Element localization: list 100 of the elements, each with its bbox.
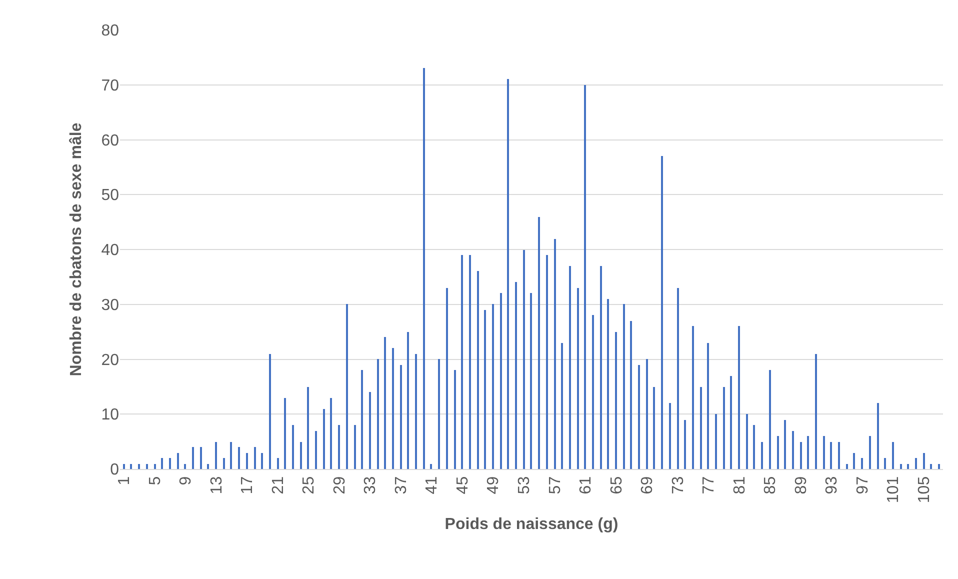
bar [469, 255, 471, 469]
bar [130, 464, 132, 469]
y-tick-label: 60 [101, 132, 120, 150]
bar [169, 458, 171, 469]
bar [800, 442, 802, 469]
bar [892, 442, 894, 469]
bar [300, 442, 302, 469]
bar [653, 387, 655, 469]
bar [507, 79, 509, 469]
bar [446, 288, 448, 469]
bar [307, 387, 309, 469]
bar [777, 436, 779, 469]
x-tick-label: 29 [331, 476, 348, 494]
bar [723, 387, 725, 469]
bar [630, 321, 632, 469]
x-tick-label: 25 [300, 476, 318, 494]
x-tick-label: 85 [762, 476, 780, 494]
bar [938, 464, 940, 469]
bar [384, 337, 386, 469]
bar [807, 436, 809, 469]
bar [254, 447, 256, 469]
bar [823, 436, 825, 469]
bar [900, 464, 902, 469]
bar [846, 464, 848, 469]
bar [692, 326, 694, 469]
bar [392, 348, 394, 469]
bar [815, 354, 817, 469]
bar [207, 464, 209, 469]
x-tick-label: 61 [578, 476, 595, 494]
x-tick-label: 1 [116, 476, 134, 486]
bar [284, 398, 286, 469]
bar [523, 250, 525, 469]
bar [154, 464, 156, 469]
bar [646, 359, 648, 469]
bar [423, 68, 425, 469]
bar [515, 282, 517, 469]
bar [600, 266, 602, 469]
bar [407, 332, 409, 469]
bar [530, 293, 532, 469]
bar [930, 464, 932, 469]
bar [500, 293, 502, 469]
bar [838, 442, 840, 469]
y-tick-label: 10 [101, 406, 120, 424]
bar [769, 370, 771, 469]
bar [677, 288, 679, 469]
bar [454, 370, 456, 469]
x-tick-label: 13 [208, 476, 226, 494]
x-tick-label: 21 [270, 476, 287, 494]
bar [546, 255, 548, 469]
bar [400, 365, 402, 469]
bar [338, 425, 340, 469]
bar [261, 453, 263, 469]
bar [784, 420, 786, 469]
bar [223, 458, 225, 469]
bar [177, 453, 179, 469]
y-tick-label: 40 [101, 242, 120, 260]
y-tick-label: 30 [101, 296, 120, 314]
bar [200, 447, 202, 469]
bar [246, 453, 248, 469]
x-tick-label: 41 [424, 476, 441, 494]
x-tick-label: 89 [792, 476, 810, 494]
bar [738, 326, 740, 469]
bar [292, 425, 294, 469]
x-axis-title: Poids de naissance (g) [444, 516, 618, 533]
bar [554, 239, 556, 469]
bar [323, 409, 325, 469]
y-tick-label: 20 [101, 352, 120, 369]
x-tick-label: 53 [516, 476, 534, 494]
bar [230, 442, 232, 469]
y-tick-label: 50 [101, 187, 120, 204]
bar [715, 414, 717, 469]
bar [584, 85, 586, 469]
bar [369, 392, 371, 469]
bar [138, 464, 140, 469]
bar [730, 376, 732, 469]
bar [830, 442, 832, 469]
x-tick-label: 65 [608, 476, 626, 494]
x-tick-label: 57 [546, 476, 564, 494]
bar [684, 420, 686, 469]
bar [915, 458, 917, 469]
bar [277, 458, 279, 469]
x-tick-label: 33 [362, 476, 380, 494]
bar [430, 464, 432, 469]
bar [577, 288, 579, 469]
x-tick-label: 49 [485, 476, 502, 494]
bar [354, 425, 356, 469]
bar [484, 310, 486, 469]
bar [923, 453, 925, 469]
bar [746, 414, 748, 469]
bar [700, 387, 702, 469]
bar [907, 464, 909, 469]
bar [330, 398, 332, 469]
bar [538, 217, 540, 469]
bar [853, 453, 855, 469]
bar [192, 447, 194, 469]
x-tick-label: 97 [854, 476, 872, 494]
x-tick-label: 105 [916, 476, 933, 504]
y-tick-label: 80 [101, 22, 120, 40]
bar [184, 464, 186, 469]
bar [753, 425, 755, 469]
